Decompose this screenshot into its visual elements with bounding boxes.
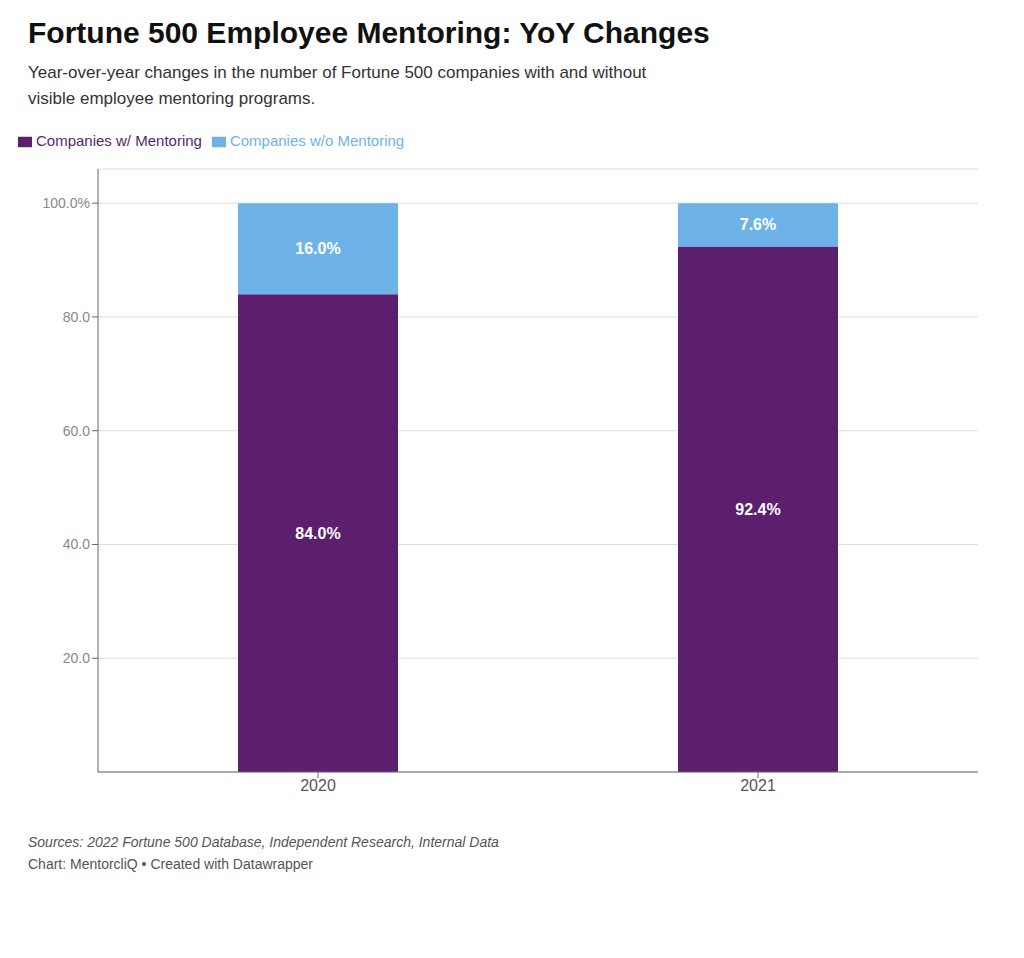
svg-text:60.0: 60.0 — [63, 423, 90, 439]
svg-text:2021: 2021 — [740, 777, 776, 794]
html-text:Year-over-year changes in the: Year-over-year changes in the number of … — [28, 63, 647, 82]
html-text:Fortune 500 Employee Mentoring: Fortune 500 Employee Mentoring: YoY Chan… — [28, 16, 710, 49]
html-text:visible employee mentoring pro: visible employee mentoring programs. — [28, 89, 316, 108]
svg-text:84.0%: 84.0% — [295, 525, 340, 542]
html-text:Companies w/o Mentoring: Companies w/o Mentoring — [229, 132, 405, 149]
html-text:Companies w/ Mentoring: Companies w/ Mentoring — [36, 132, 202, 149]
svg-text:16.0%: 16.0% — [295, 240, 340, 257]
svg-text:20.0: 20.0 — [63, 650, 90, 666]
svg-text:2020: 2020 — [300, 777, 336, 794]
svg-text:80.0: 80.0 — [63, 309, 90, 325]
html-text:Sources: 2022 Fortune 500 Data: Sources: 2022 Fortune 500 Database, Inde… — [28, 834, 499, 850]
svg-text:40.0: 40.0 — [63, 536, 90, 552]
html-text:Chart: MentorcliQ • Created wi: Chart: MentorcliQ • Created with Datawra… — [28, 856, 313, 872]
svg-text:100.0%: 100.0% — [43, 195, 90, 211]
svg-text:7.6%: 7.6% — [740, 216, 776, 233]
svg-text:92.4%: 92.4% — [735, 501, 780, 518]
